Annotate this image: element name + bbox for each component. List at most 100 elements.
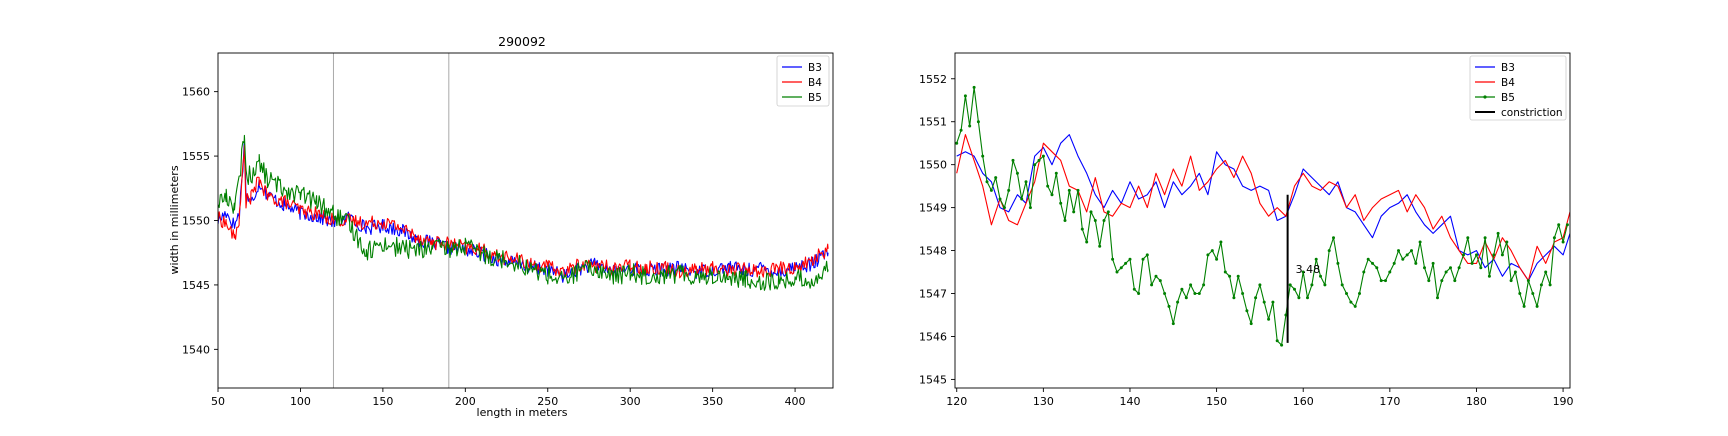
right-chart-series-b5-point xyxy=(1050,193,1054,197)
right-chart-series-b5-point xyxy=(1552,236,1556,240)
right-chart-series-b5-point xyxy=(1106,210,1110,214)
right-chart-series-b5-point xyxy=(1561,240,1565,244)
left-chart-legend-label-b4: B4 xyxy=(808,77,822,89)
right-chart-series-b5-point xyxy=(1236,274,1240,278)
right-chart-series-b5-point xyxy=(1184,296,1188,300)
right-chart-series-b5-point xyxy=(1210,249,1214,253)
right-chart-series-b5-point xyxy=(1544,270,1548,274)
left-chart-legend: B3 B4 B5 xyxy=(776,55,830,107)
right-chart-series-b5-point xyxy=(1128,257,1132,261)
right-chart-series-b5-point xyxy=(1388,270,1392,274)
left-chart-y-tick-label: 1560 xyxy=(182,86,210,99)
right-chart-series-b5-point xyxy=(1319,274,1322,278)
right-chart-series-b5-point xyxy=(1375,266,1379,270)
right-chart-series-b5-point xyxy=(1089,210,1093,214)
right-chart-series-b5-point xyxy=(1137,292,1141,295)
right-chart-series-b5-point xyxy=(1518,292,1522,295)
right-chart-series-b5-point xyxy=(1015,171,1019,175)
right-chart-y-tick-label: 1550 xyxy=(919,159,947,172)
right-chart-series-b5-point xyxy=(1054,171,1058,175)
right-chart-series-b5-point xyxy=(1288,283,1292,287)
right-chart-series-b5-point xyxy=(1301,270,1305,274)
right-chart-x-tick-label: 150 xyxy=(1206,395,1227,408)
right-chart-y-tick-label: 1545 xyxy=(919,373,947,386)
left-chart-y-tick-label: 1545 xyxy=(182,279,210,292)
right-chart-series-b5-point xyxy=(1111,257,1115,261)
left-chart-title: 290092 xyxy=(498,34,546,49)
right-chart-series-b5-point xyxy=(1557,223,1561,227)
right-chart-series-b5-point xyxy=(1020,197,1024,201)
right-chart-series-b5-point xyxy=(1327,249,1331,253)
right-chart-series-b5-point xyxy=(1401,257,1405,261)
left-chart: 290092 length in meters width in millime… xyxy=(168,34,834,419)
right-chart-series-b5-point xyxy=(1007,188,1011,192)
right-chart-series-b5-point xyxy=(1358,292,1361,295)
right-chart-series-b5-point xyxy=(1565,223,1569,227)
right-chart-series-b5-point xyxy=(1063,219,1067,222)
right-chart-series-b5-point xyxy=(1124,261,1128,265)
left-chart-x-tick-label: 100 xyxy=(290,395,311,408)
right-chart-series-b5-point xyxy=(1280,343,1284,347)
right-chart-series-b5-point xyxy=(1024,180,1028,184)
right-chart-series-b5-point xyxy=(1275,339,1279,343)
right-chart-series-b5-point xyxy=(1483,236,1487,240)
right-chart-series-b5-point xyxy=(1041,154,1045,158)
right-chart-series-b5-point xyxy=(1479,266,1483,270)
right-chart-series-b5-point xyxy=(1093,219,1097,222)
right-chart-x-tick-label: 140 xyxy=(1119,395,1140,408)
right-chart-series-b5-point xyxy=(1176,300,1180,304)
right-chart-series-b5-point xyxy=(989,188,993,192)
right-chart-series-b5-point xyxy=(1228,274,1232,278)
left-chart-x-tick-label: 250 xyxy=(537,395,558,408)
right-chart-series-b5-point xyxy=(1267,317,1271,321)
right-chart-series-b5-point xyxy=(1059,201,1063,205)
right-chart-series-b5-point xyxy=(1444,270,1448,274)
right-chart-series-b5-point xyxy=(1345,292,1348,295)
right-chart-series-group xyxy=(955,85,1570,347)
right-chart-y-tick-label: 1552 xyxy=(919,73,947,86)
right-chart-series-b5-point xyxy=(1167,304,1171,308)
right-chart-series-b4-line xyxy=(956,134,1570,282)
right-chart-series-b5-point xyxy=(1080,227,1084,231)
right-chart-series-b5-point xyxy=(1085,240,1089,244)
right-chart-y-tick-label: 1548 xyxy=(919,245,947,258)
right-chart-x-tick-label: 130 xyxy=(1033,395,1054,408)
right-chart-series-b5-point xyxy=(1526,279,1530,283)
right-chart-series-b5-point xyxy=(1492,253,1496,257)
right-chart-series-b5-point xyxy=(1249,322,1253,326)
right-chart-series-b5-point xyxy=(1232,296,1236,300)
right-chart-series-b5-point xyxy=(1410,249,1413,253)
left-chart-series-group xyxy=(218,134,829,291)
right-chart-series-b5-point xyxy=(1072,210,1076,214)
right-chart-series-b5-point xyxy=(1522,304,1526,308)
right-chart-series-b5-point xyxy=(1440,279,1444,283)
right-chart-x-tick-label: 170 xyxy=(1379,395,1400,408)
right-chart-x-tick-label: 120 xyxy=(946,395,967,408)
right-chart-series-b5-point xyxy=(1297,296,1301,300)
right-chart-series-b5-point xyxy=(1427,279,1431,283)
right-chart-series-b5-point xyxy=(1414,261,1418,265)
right-chart-series-b5-point xyxy=(1436,296,1439,300)
right-chart-series-b5-point xyxy=(1405,253,1409,257)
right-chart-series-b5-point xyxy=(1323,283,1327,287)
right-chart-series-b5-point xyxy=(963,94,967,98)
left-chart-series-b5-line xyxy=(218,134,829,291)
right-chart-y-tick-label: 1546 xyxy=(919,330,947,343)
right-chart-series-b5-point xyxy=(1245,309,1249,313)
right-chart-series-b5-point xyxy=(1496,231,1500,235)
right-chart-series-b5-point xyxy=(1202,283,1206,287)
right-chart-series-b5-point xyxy=(1535,304,1539,308)
right-chart-series-b5-line xyxy=(956,86,1568,346)
left-chart-x-tick-label: 50 xyxy=(211,395,225,408)
right-chart-series-b5-point xyxy=(1531,292,1535,295)
right-chart-series-b5-point xyxy=(968,124,972,128)
right-chart-series-b5-point xyxy=(1462,253,1465,257)
right-chart-plot-area: 3.48 120 130 140 150 160 170 180 190 1545 1546 1547… xyxy=(919,52,1574,408)
right-chart-series-b5-point xyxy=(1241,292,1245,295)
right-chart-series-b5-point xyxy=(1310,283,1314,287)
right-chart-series-b5-point xyxy=(1475,253,1478,257)
right-chart-y-tick-label: 1547 xyxy=(919,288,947,301)
right-chart-series-b5-point xyxy=(994,176,998,180)
right-chart-series-b5-point xyxy=(1132,287,1136,291)
